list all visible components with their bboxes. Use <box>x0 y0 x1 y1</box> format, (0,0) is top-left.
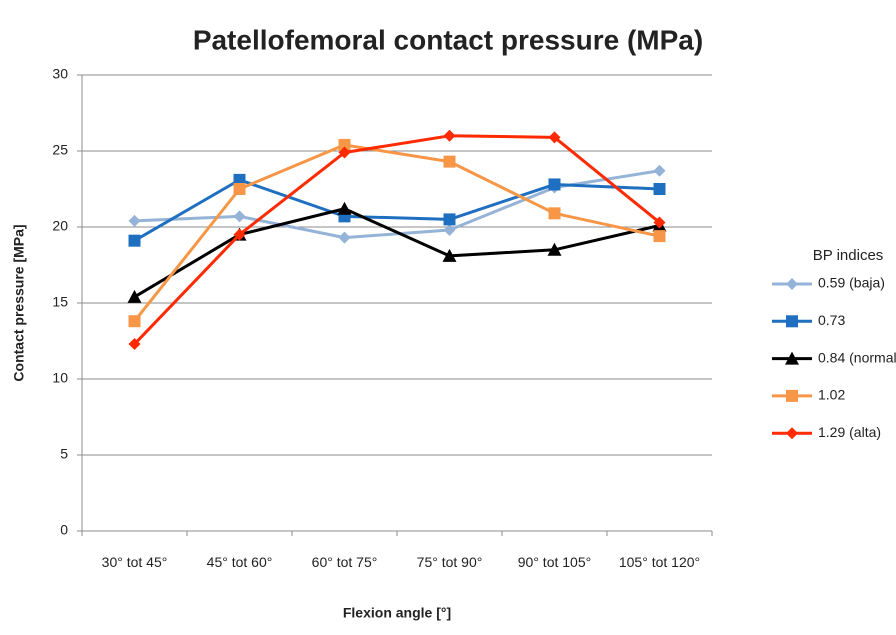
series-line <box>133 207 660 299</box>
series-line <box>133 178 660 242</box>
y-tick-label: 30 <box>52 66 68 82</box>
x-tick-label: 30° tot 45° <box>101 554 168 570</box>
x-tick-label: 75° tot 90° <box>416 554 483 570</box>
legend-label: 0.84 (normal) <box>818 349 896 365</box>
data-point <box>338 146 351 159</box>
legend-title: BP indices <box>813 247 884 264</box>
legend-marker <box>786 427 798 440</box>
legend-label: 1.29 (alta) <box>818 424 881 440</box>
data-point <box>128 338 141 351</box>
y-tick-label: 15 <box>52 294 68 310</box>
legend-label: 0.59 (baja) <box>818 275 885 291</box>
y-tick-label: 10 <box>52 370 68 386</box>
legend-marker <box>785 351 799 365</box>
data-point <box>233 210 246 223</box>
data-point <box>233 228 246 241</box>
data-point <box>653 164 666 177</box>
series-line <box>133 143 660 323</box>
legend-label: 0.73 <box>818 312 845 328</box>
x-axis-label: Flexion angle [°] <box>343 605 451 621</box>
data-point <box>442 248 457 262</box>
data-point <box>338 138 351 151</box>
y-tick-label: 5 <box>60 446 68 462</box>
legend-label: 1.02 <box>818 387 845 403</box>
x-tick-label: 90° tot 105° <box>517 554 592 570</box>
data-point <box>443 155 456 168</box>
x-tick-label: 105° tot 120° <box>618 554 701 570</box>
data-point <box>547 242 562 256</box>
series-line <box>134 169 660 240</box>
legend-marker <box>786 278 798 290</box>
data-point <box>653 230 666 243</box>
data-point <box>548 131 561 144</box>
y-tick-label: 0 <box>60 522 68 538</box>
data-point <box>653 183 666 195</box>
data-point <box>128 315 141 328</box>
y-tick-label: 20 <box>52 218 68 234</box>
legend-marker <box>786 315 798 328</box>
legend-marker <box>786 389 798 402</box>
data-point <box>548 207 561 220</box>
data-point <box>337 201 352 215</box>
chart-title: Patellofemoral contact pressure (MPa) <box>193 24 703 55</box>
data-point <box>338 231 351 244</box>
x-tick-label: 60° tot 75° <box>311 554 378 570</box>
data-point <box>653 216 666 229</box>
data-point <box>443 224 456 237</box>
y-axis-label: Contact pressure [MPa] <box>11 224 27 381</box>
x-tick-label: 45° tot 60° <box>206 554 273 570</box>
data-point <box>548 178 561 191</box>
data-point <box>443 129 456 142</box>
data-point <box>233 173 246 186</box>
data-point <box>128 234 141 247</box>
data-point <box>443 213 456 226</box>
data-point <box>233 183 246 195</box>
y-tick-label: 25 <box>52 142 68 158</box>
series-line <box>133 134 661 346</box>
data-point <box>127 289 142 303</box>
data-point <box>128 214 141 227</box>
